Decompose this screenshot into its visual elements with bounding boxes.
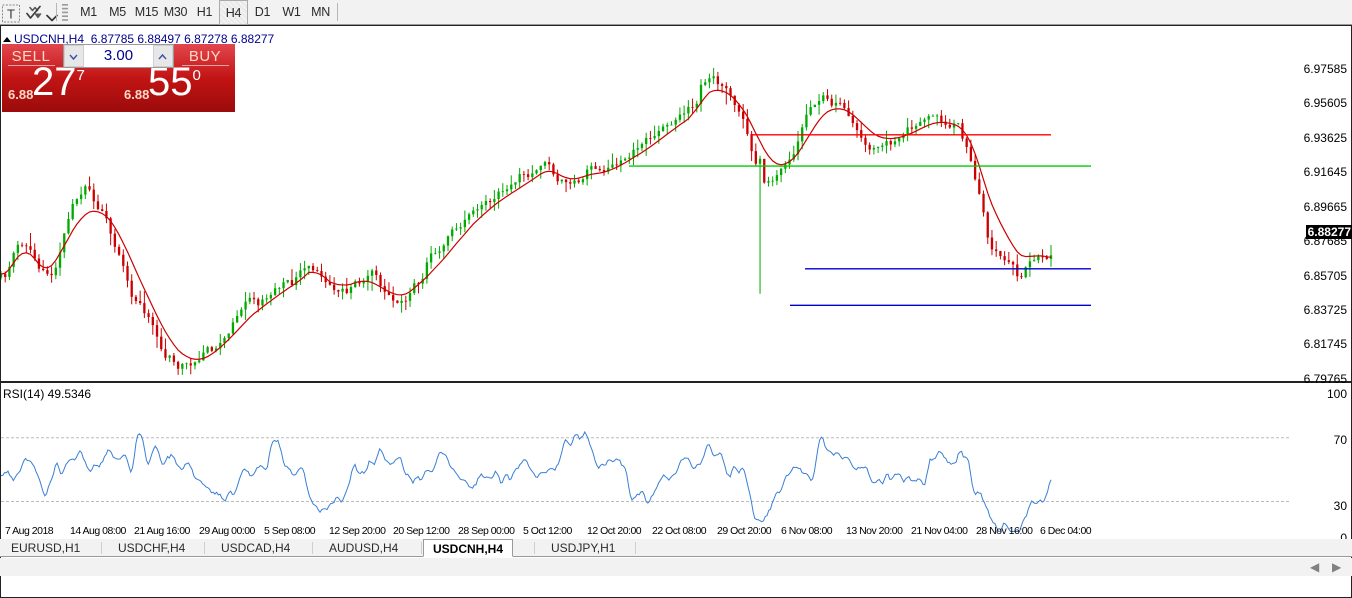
svg-text:T: T xyxy=(7,7,15,22)
